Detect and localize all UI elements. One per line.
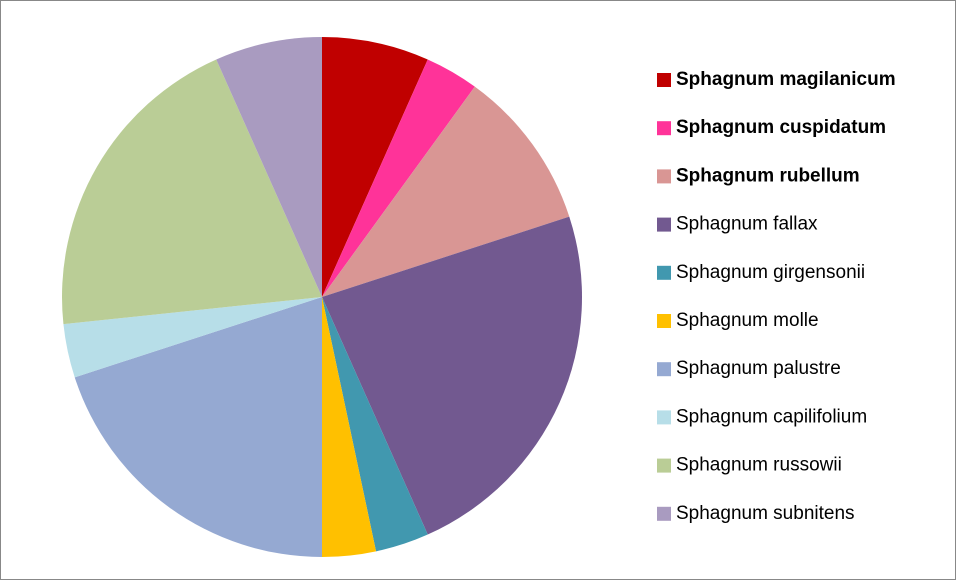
- pie-slice: [322, 59, 475, 297]
- legend-label: Sphagnum girgensonii: [676, 262, 865, 283]
- legend-label: Sphagnum fallax: [676, 214, 818, 235]
- legend-swatch: [657, 362, 671, 377]
- pie-slice: [62, 59, 322, 325]
- pie-slice: [322, 297, 428, 552]
- legend-swatch: [657, 265, 671, 280]
- legend-label: Sphagnum russowii: [676, 455, 842, 476]
- pie-slice: [322, 216, 583, 535]
- pie-slice: [322, 297, 377, 557]
- legend-swatch: [657, 217, 671, 232]
- legend-swatch: [657, 169, 671, 184]
- legend-label: Sphagnum cuspidatum: [676, 117, 886, 138]
- legend-label: Sphagnum subnitens: [676, 503, 855, 524]
- pie-slice: [216, 37, 322, 297]
- legend-swatch: [657, 314, 671, 328]
- legend-swatch: [657, 121, 671, 136]
- legend-swatch: [657, 410, 671, 425]
- legend-label: Sphagnum palustre: [676, 358, 841, 379]
- pie-slice: [63, 297, 322, 378]
- legend-swatch: [657, 458, 671, 473]
- legend-swatch: [657, 73, 671, 87]
- pie-slice: [322, 86, 570, 297]
- legend-label: Sphagnum magilanicum: [676, 69, 896, 90]
- legend-swatch: [657, 506, 671, 521]
- legend-label: Sphagnum molle: [676, 310, 819, 331]
- pie-slice: [74, 297, 322, 557]
- pie-slice: [322, 37, 428, 297]
- legend-label: Sphagnum rubellum: [676, 165, 860, 186]
- legend-label: Sphagnum capilifolium: [676, 406, 867, 427]
